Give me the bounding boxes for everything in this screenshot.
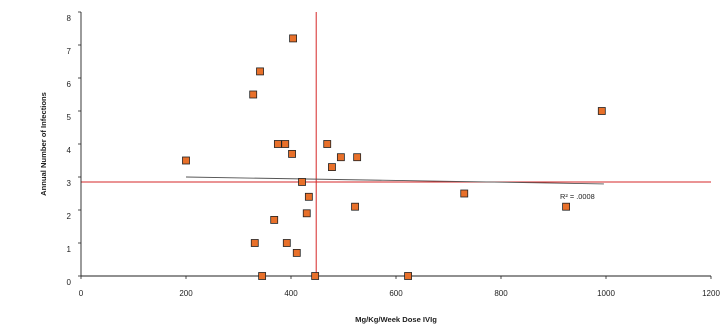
data-points: [182, 34, 606, 280]
x-axis-ticks: 0 200 400 600 800 1000 1200: [79, 276, 720, 298]
data-point: [351, 202, 359, 211]
data-point: [597, 107, 606, 115]
y-tick-label: 5: [67, 113, 72, 122]
data-point: [404, 272, 412, 280]
data-point: [288, 149, 296, 158]
reference-lines: [81, 12, 711, 276]
y-tick-label: 3: [67, 179, 72, 188]
data-point: [281, 140, 290, 148]
y-axis-ticks: 0 1 2 3 4 5 6 7 8: [67, 11, 81, 287]
data-point: [258, 272, 267, 280]
data-point: [353, 153, 362, 162]
x-tick-label: 0: [79, 289, 84, 298]
y-tick-label: 6: [67, 80, 72, 89]
data-point: [302, 209, 311, 218]
y-tick-label: 2: [67, 212, 72, 221]
x-tick-label: 800: [494, 289, 508, 298]
trendline-group: [185, 176, 604, 185]
data-point: [460, 189, 469, 198]
data-point: [182, 156, 190, 165]
x-tick-label: 200: [179, 289, 193, 298]
x-tick-label: 600: [389, 289, 403, 298]
y-tick-label: 1: [67, 245, 72, 254]
x-tick-label: 1200: [702, 289, 720, 298]
y-tick-label: 8: [67, 14, 72, 23]
data-point: [328, 163, 336, 172]
x-axis-title: Mg/Kg/Week Dose IVIg: [355, 315, 437, 324]
data-point: [323, 140, 332, 148]
data-point: [256, 67, 264, 76]
data-point: [304, 192, 313, 201]
data-point: [311, 272, 320, 280]
trendline: [185, 176, 604, 185]
data-point: [249, 90, 258, 99]
data-point: [289, 34, 298, 43]
y-tick-label: 7: [67, 47, 72, 56]
axes: [80, 12, 711, 277]
x-tick-label: 1000: [597, 289, 615, 298]
data-point: [562, 202, 570, 211]
data-point: [270, 215, 279, 224]
data-point: [282, 239, 291, 247]
data-point: [292, 248, 301, 257]
data-point: [336, 153, 345, 162]
y-tick-label: 0: [67, 278, 72, 287]
r-squared-label: R² = .0008: [560, 192, 595, 201]
data-point: [298, 178, 306, 186]
data-point: [250, 239, 259, 247]
data-point: [273, 140, 282, 148]
x-tick-label: 400: [284, 289, 298, 298]
y-tick-label: 4: [67, 146, 72, 155]
y-axis-title: Annual Number of Infections: [39, 92, 48, 196]
